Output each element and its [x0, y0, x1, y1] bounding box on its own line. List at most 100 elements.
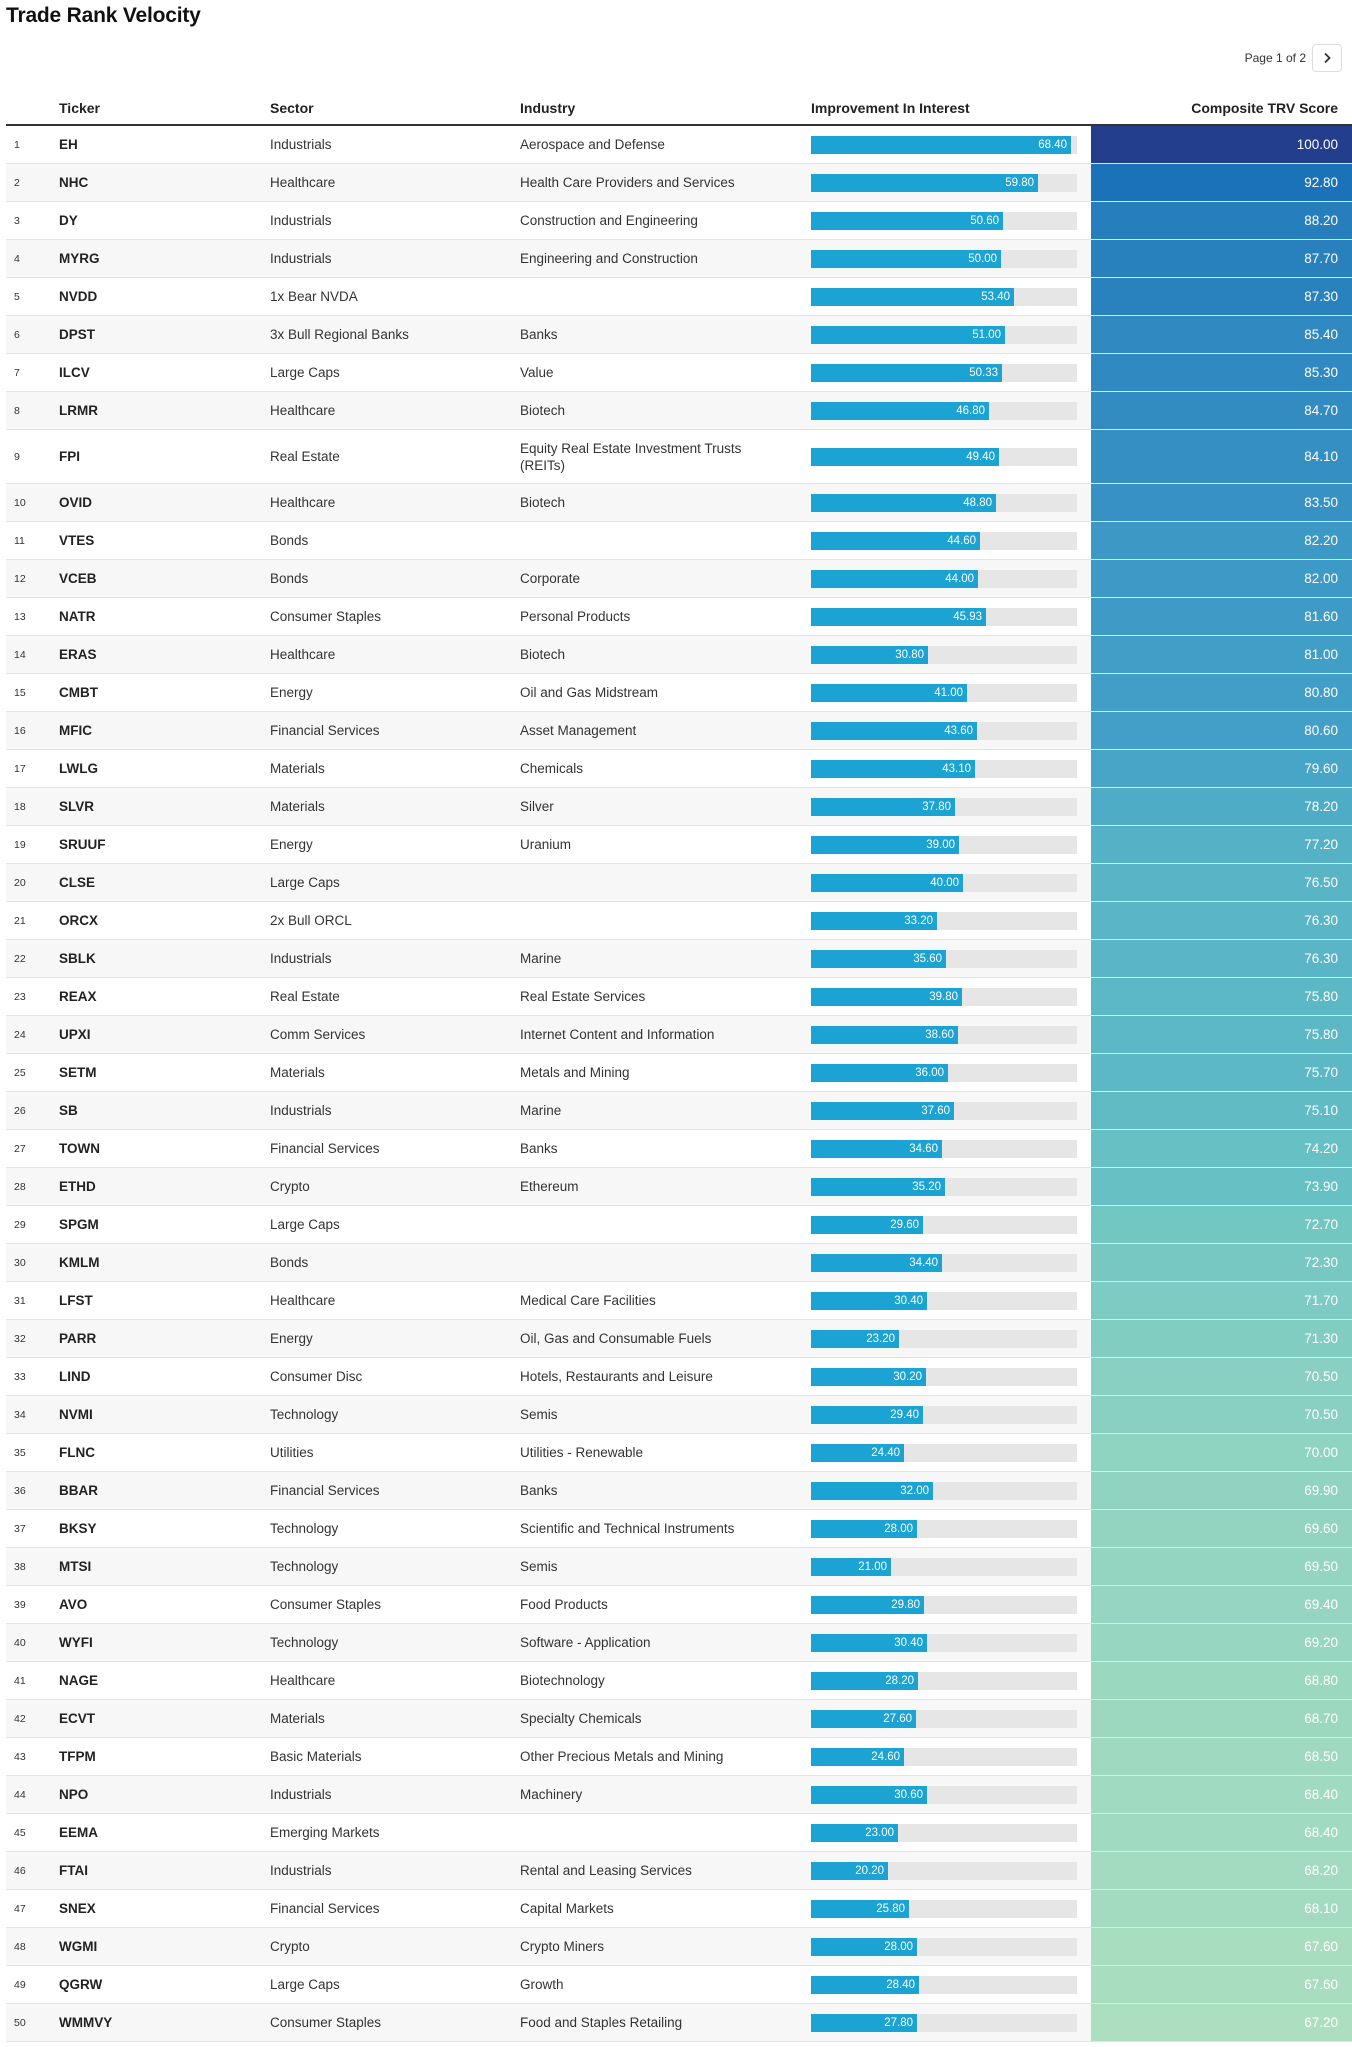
- ticker-cell[interactable]: MFIC: [59, 723, 92, 738]
- table-row[interactable]: 2 NHC Healthcare Health Care Providers and …: [6, 164, 1352, 202]
- ticker-cell[interactable]: MTSI: [59, 1559, 92, 1574]
- ticker-cell[interactable]: AVO: [59, 1597, 88, 1612]
- ticker-cell[interactable]: LRMR: [59, 403, 98, 418]
- table-row[interactable]: 35 FLNC Utilities Utilities - Renewable 24.4…: [6, 1434, 1352, 1472]
- table-row[interactable]: 9 FPI Real Estate Equity Real Estate Invest…: [6, 430, 1352, 484]
- column-header-improvement[interactable]: Improvement In Interest: [811, 100, 970, 116]
- table-row[interactable]: 6 DPST 3x Bull Regional Banks Banks 51.00 85.…: [6, 316, 1352, 354]
- table-row[interactable]: 46 FTAI Industrials Rental and Leasing Serv…: [6, 1852, 1352, 1890]
- table-row[interactable]: 12 VCEB Bonds Corporate 44.00 82.00: [6, 560, 1352, 598]
- ticker-cell[interactable]: KMLM: [59, 1255, 100, 1270]
- ticker-cell[interactable]: SNEX: [59, 1901, 96, 1916]
- ticker-cell[interactable]: NATR: [59, 609, 96, 624]
- ticker-cell[interactable]: TOWN: [59, 1141, 100, 1156]
- table-row[interactable]: 40 WYFI Technology Software - Application 30…: [6, 1624, 1352, 1662]
- ticker-cell[interactable]: NVDD: [59, 289, 98, 304]
- ticker-cell[interactable]: DY: [59, 213, 78, 228]
- table-row[interactable]: 36 BBAR Financial Services Banks 32.00 69.90: [6, 1472, 1352, 1510]
- ticker-cell[interactable]: FPI: [59, 449, 81, 464]
- ticker-cell[interactable]: SBLK: [59, 951, 96, 966]
- ticker-cell[interactable]: CLSE: [59, 875, 96, 890]
- table-row[interactable]: 49 QGRW Large Caps Growth 28.40 67.60: [6, 1966, 1352, 2004]
- ticker-cell[interactable]: SETM: [59, 1065, 97, 1080]
- table-row[interactable]: 15 CMBT Energy Oil and Gas Midstream 41.00 80…: [6, 674, 1352, 712]
- table-row[interactable]: 34 NVMI Technology Semis 29.40 70.50: [6, 1396, 1352, 1434]
- table-row[interactable]: 45 EEMA Emerging Markets 23.00 68.40: [6, 1814, 1352, 1852]
- table-row[interactable]: 17 LWLG Materials Chemicals 43.10 79.60: [6, 750, 1352, 788]
- table-row[interactable]: 47 SNEX Financial Services Capital Markets 2…: [6, 1890, 1352, 1928]
- ticker-cell[interactable]: LIND: [59, 1369, 91, 1384]
- ticker-cell[interactable]: WMMVY: [59, 2015, 113, 2030]
- table-row[interactable]: 29 SPGM Large Caps 29.60 72.70: [6, 1206, 1352, 1244]
- ticker-cell[interactable]: OVID: [59, 495, 93, 510]
- table-row[interactable]: 11 VTES Bonds 44.60 82.20: [6, 522, 1352, 560]
- table-row[interactable]: 26 SB Industrials Marine 37.60 75.10: [6, 1092, 1352, 1130]
- ticker-cell[interactable]: ERAS: [59, 647, 97, 662]
- ticker-cell[interactable]: NVMI: [59, 1407, 93, 1422]
- table-row[interactable]: 25 SETM Materials Metals and Mining 36.00 75.…: [6, 1054, 1352, 1092]
- table-row[interactable]: 50 WMMVY Consumer Staples Food and Staples …: [6, 2004, 1352, 2042]
- ticker-cell[interactable]: VCEB: [59, 571, 97, 586]
- ticker-cell[interactable]: SPGM: [59, 1217, 99, 1232]
- ticker-cell[interactable]: NHC: [59, 175, 89, 190]
- ticker-cell[interactable]: WGMI: [59, 1939, 98, 1954]
- table-row[interactable]: 24 UPXI Comm Services Internet Content and …: [6, 1016, 1352, 1054]
- ticker-cell[interactable]: PARR: [59, 1331, 97, 1346]
- ticker-cell[interactable]: MYRG: [59, 251, 100, 266]
- next-page-button[interactable]: [1312, 44, 1342, 72]
- ticker-cell[interactable]: FTAI: [59, 1863, 88, 1878]
- table-row[interactable]: 37 BKSY Technology Scientific and Technical…: [6, 1510, 1352, 1548]
- ticker-cell[interactable]: BBAR: [59, 1483, 98, 1498]
- ticker-cell[interactable]: BKSY: [59, 1521, 97, 1536]
- ticker-cell[interactable]: NPO: [59, 1787, 89, 1802]
- table-row[interactable]: 7 ILCV Large Caps Value 50.33 85.30: [6, 354, 1352, 392]
- ticker-cell[interactable]: QGRW: [59, 1977, 103, 1992]
- table-row[interactable]: 33 LIND Consumer Disc Hotels, Restaurants a…: [6, 1358, 1352, 1396]
- ticker-cell[interactable]: UPXI: [59, 1027, 91, 1042]
- ticker-cell[interactable]: DPST: [59, 327, 96, 342]
- ticker-cell[interactable]: SRUUF: [59, 837, 106, 852]
- table-row[interactable]: 22 SBLK Industrials Marine 35.60 76.30: [6, 940, 1352, 978]
- table-row[interactable]: 19 SRUUF Energy Uranium 39.00 77.20: [6, 826, 1352, 864]
- table-row[interactable]: 13 NATR Consumer Staples Personal Products 4…: [6, 598, 1352, 636]
- ticker-cell[interactable]: EEMA: [59, 1825, 99, 1840]
- table-row[interactable]: 1 EH Industrials Aerospace and Defense 68.40…: [6, 126, 1352, 164]
- ticker-cell[interactable]: SLVR: [59, 799, 95, 814]
- ticker-cell[interactable]: CMBT: [59, 685, 98, 700]
- table-row[interactable]: 38 MTSI Technology Semis 21.00 69.50: [6, 1548, 1352, 1586]
- ticker-cell[interactable]: REAX: [59, 989, 97, 1004]
- ticker-cell[interactable]: EH: [59, 137, 78, 152]
- ticker-cell[interactable]: WYFI: [59, 1635, 93, 1650]
- table-row[interactable]: 23 REAX Real Estate Real Estate Services 39.…: [6, 978, 1352, 1016]
- ticker-cell[interactable]: VTES: [59, 533, 95, 548]
- ticker-cell[interactable]: FLNC: [59, 1445, 95, 1460]
- table-row[interactable]: 30 KMLM Bonds 34.40 72.30: [6, 1244, 1352, 1282]
- ticker-cell[interactable]: ORCX: [59, 913, 99, 928]
- table-row[interactable]: 3 DY Industrials Construction and Engineeri…: [6, 202, 1352, 240]
- column-header-sector[interactable]: Sector: [270, 100, 314, 116]
- table-row[interactable]: 16 MFIC Financial Services Asset Management…: [6, 712, 1352, 750]
- table-row[interactable]: 27 TOWN Financial Services Banks 34.60 74.20: [6, 1130, 1352, 1168]
- table-row[interactable]: 31 LFST Healthcare Medical Care Facilities 3…: [6, 1282, 1352, 1320]
- table-row[interactable]: 14 ERAS Healthcare Biotech 30.80 81.00: [6, 636, 1352, 674]
- column-header-ticker[interactable]: Ticker: [59, 100, 100, 116]
- table-row[interactable]: 28 ETHD Crypto Ethereum 35.20 73.90: [6, 1168, 1352, 1206]
- ticker-cell[interactable]: ILCV: [59, 365, 90, 380]
- table-row[interactable]: 32 PARR Energy Oil, Gas and Consumable Fuel…: [6, 1320, 1352, 1358]
- table-row[interactable]: 44 NPO Industrials Machinery 30.60 68.40: [6, 1776, 1352, 1814]
- ticker-cell[interactable]: NAGE: [59, 1673, 99, 1688]
- table-row[interactable]: 39 AVO Consumer Staples Food Products 29.80 6…: [6, 1586, 1352, 1624]
- ticker-cell[interactable]: LFST: [59, 1293, 93, 1308]
- table-row[interactable]: 41 NAGE Healthcare Biotechnology 28.20 68.80: [6, 1662, 1352, 1700]
- ticker-cell[interactable]: ECVT: [59, 1711, 96, 1726]
- column-header-industry[interactable]: Industry: [520, 100, 576, 116]
- ticker-cell[interactable]: ETHD: [59, 1179, 96, 1194]
- table-row[interactable]: 43 TFPM Basic Materials Other Precious Meta…: [6, 1738, 1352, 1776]
- ticker-cell[interactable]: SB: [59, 1103, 78, 1118]
- ticker-cell[interactable]: LWLG: [59, 761, 98, 776]
- table-row[interactable]: 5 NVDD 1x Bear NVDA 53.40 87.30: [6, 278, 1352, 316]
- table-row[interactable]: 18 SLVR Materials Silver 37.80 78.20: [6, 788, 1352, 826]
- table-row[interactable]: 20 CLSE Large Caps 40.00 76.50: [6, 864, 1352, 902]
- table-row[interactable]: 42 ECVT Materials Specialty Chemicals 27.60 6…: [6, 1700, 1352, 1738]
- ticker-cell[interactable]: TFPM: [59, 1749, 96, 1764]
